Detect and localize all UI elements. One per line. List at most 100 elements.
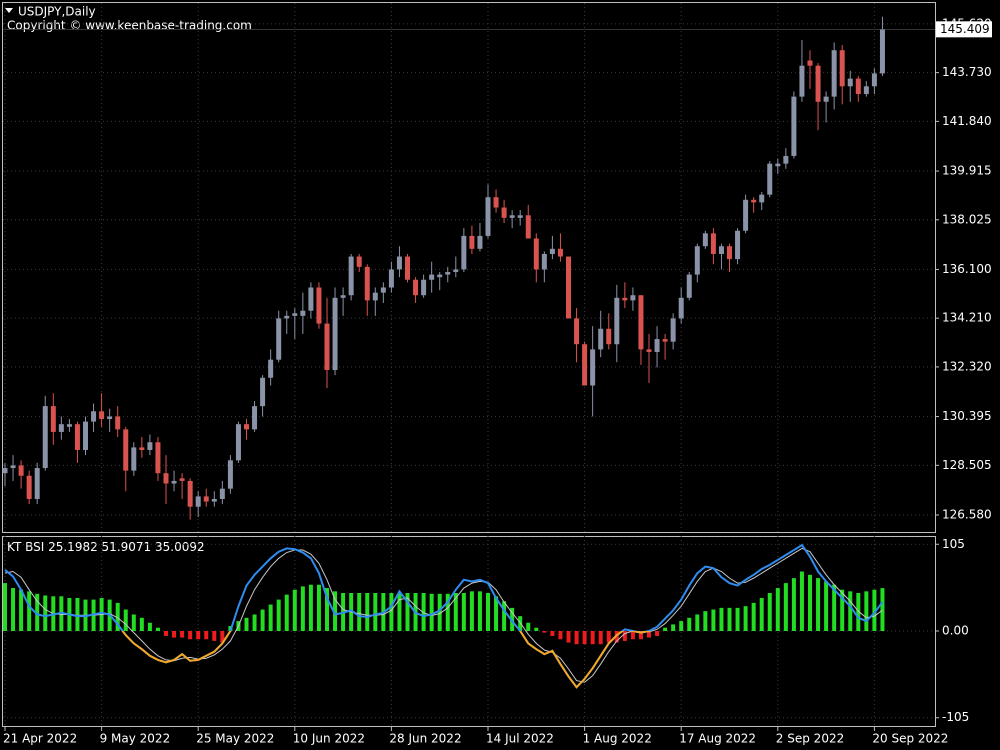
x-tick-label: 17 Aug 2022 [679,732,756,746]
histogram-bar [598,631,603,645]
histogram-bar [164,631,168,636]
candle-body [74,424,80,450]
histogram-bar [11,588,16,631]
candle-body [356,256,362,267]
candle-body [694,246,700,275]
candle-body [686,274,692,298]
y-tick-label: 141.840 [942,114,992,128]
histogram-bar [405,593,410,631]
y-tick-label: 143.730 [942,65,992,79]
indicator-line [4,547,883,683]
histogram-bar [799,571,804,631]
candle-body [606,328,612,345]
candle-body [405,256,410,280]
candle-body [187,480,193,507]
y-tick-label: 138.025 [942,212,992,226]
histogram-bar [655,631,660,636]
candle-body [83,421,88,450]
candle-body [34,468,40,499]
histogram-bar [75,597,80,631]
histogram-bar [172,631,177,638]
candle-body [131,447,137,471]
histogram-bar [180,631,185,638]
candle-body [2,468,8,474]
histogram-bar [131,614,136,631]
histogram-bar [437,593,442,631]
candle-body [839,50,845,87]
histogram-bar [397,593,402,631]
candle-body [445,272,451,275]
candle-body [590,349,596,386]
indicator-value: 51.9071 [102,540,152,554]
histogram-bar [365,593,370,631]
histogram-bar [220,631,225,643]
histogram-bar [695,614,700,631]
indicator-title: KT BSI [7,540,44,554]
candle-body [541,253,547,270]
histogram-bar [260,609,265,631]
y-tick-label: 139.915 [942,164,992,178]
candle-body [332,297,338,371]
candle-body [211,498,217,502]
candle-body [235,424,241,461]
y-tick-label: 132.320 [942,359,992,373]
histogram-bar [743,606,748,631]
candle-body [855,78,861,95]
candle-body [533,238,539,270]
candle-body [179,478,185,481]
candle-body [791,96,797,156]
candle-body [26,475,32,499]
histogram-bar [526,622,531,631]
x-tick-label: 2 Sep 2022 [776,732,844,746]
candle-body [566,256,571,319]
histogram-bar [155,627,160,631]
histogram-bar [373,593,378,631]
candle-body [702,233,708,247]
candle-body [477,235,483,249]
candle-body [364,266,370,301]
candle-body [252,406,258,430]
candle-body [91,411,97,422]
candle-body [517,215,523,218]
histogram-bar [123,609,128,631]
candle-body [638,295,644,350]
candle-body [171,480,177,484]
histogram-bar [832,584,837,631]
histogram-bar [703,611,708,631]
histogram-bar [687,617,692,631]
candle-body [123,429,129,471]
candle-body [340,295,346,298]
current-price-box [936,21,992,38]
histogram-bar [27,591,32,631]
candle-body [767,163,773,195]
candle-body [662,339,668,342]
candle-body [871,73,877,87]
histogram-bar [679,621,684,631]
histogram-bar [333,591,338,631]
candle-body [219,488,225,499]
candle-body [388,269,394,288]
candle-body [50,406,56,432]
candle-body [735,230,741,260]
candle-body [453,269,459,273]
candle-body [831,50,837,97]
histogram-bar [502,601,507,631]
candle-body [163,473,169,484]
histogram-bar [494,596,499,631]
symbol-menu-arrow[interactable] [5,8,13,13]
candle-body [437,274,443,278]
histogram-bar [864,591,869,631]
candle-body [807,60,813,66]
histogram-bar [252,614,257,631]
candle-body [244,424,249,430]
histogram-bar [566,631,571,643]
histogram-bar [719,607,724,631]
x-tick-label: 20 Sep 2022 [872,732,948,746]
histogram-bar [574,631,579,645]
candle-body [324,323,330,371]
candle-body [348,256,354,296]
candle-body [155,442,161,474]
main-panel [2,2,936,533]
x-tick-label: 10 Jun 2022 [293,732,365,746]
candle-body [147,442,153,450]
